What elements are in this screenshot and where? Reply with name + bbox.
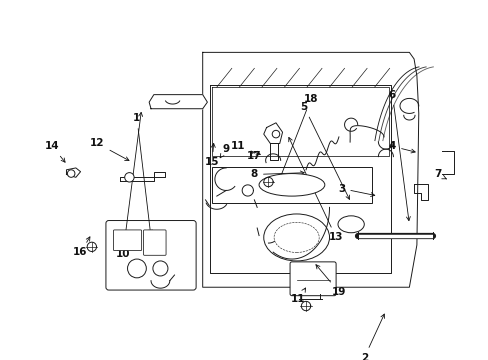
Text: 19: 19	[315, 265, 346, 297]
Circle shape	[124, 172, 134, 182]
Text: 11: 11	[291, 288, 305, 305]
Circle shape	[127, 259, 146, 278]
Circle shape	[67, 170, 75, 177]
Ellipse shape	[263, 214, 329, 261]
Text: 16: 16	[73, 237, 90, 257]
FancyBboxPatch shape	[113, 230, 142, 251]
Text: 18: 18	[276, 94, 317, 185]
Polygon shape	[263, 123, 282, 144]
Polygon shape	[149, 95, 207, 109]
FancyBboxPatch shape	[106, 221, 196, 290]
Text: 1: 1	[133, 113, 152, 234]
Polygon shape	[203, 52, 418, 287]
Text: 11: 11	[231, 141, 260, 155]
Circle shape	[153, 261, 167, 276]
Text: 3: 3	[337, 184, 374, 197]
FancyBboxPatch shape	[289, 262, 335, 296]
Text: 4: 4	[388, 141, 414, 153]
Text: 13: 13	[288, 138, 343, 242]
Text: 2: 2	[360, 314, 384, 360]
Bar	[212, 167, 371, 203]
Text: 7: 7	[433, 170, 446, 180]
Ellipse shape	[259, 174, 324, 196]
Text: 6: 6	[388, 90, 409, 221]
FancyBboxPatch shape	[143, 230, 166, 255]
Text: 17: 17	[246, 151, 261, 161]
Text: 12: 12	[90, 139, 129, 161]
Text: 8: 8	[250, 170, 304, 180]
Text: 10: 10	[115, 112, 142, 259]
Text: 5: 5	[300, 102, 349, 199]
Ellipse shape	[274, 222, 319, 252]
Polygon shape	[120, 172, 165, 181]
Circle shape	[272, 130, 279, 138]
Text: 14: 14	[45, 141, 65, 162]
Text: 15: 15	[204, 143, 219, 167]
Ellipse shape	[337, 216, 364, 233]
Text: 9: 9	[220, 144, 229, 158]
